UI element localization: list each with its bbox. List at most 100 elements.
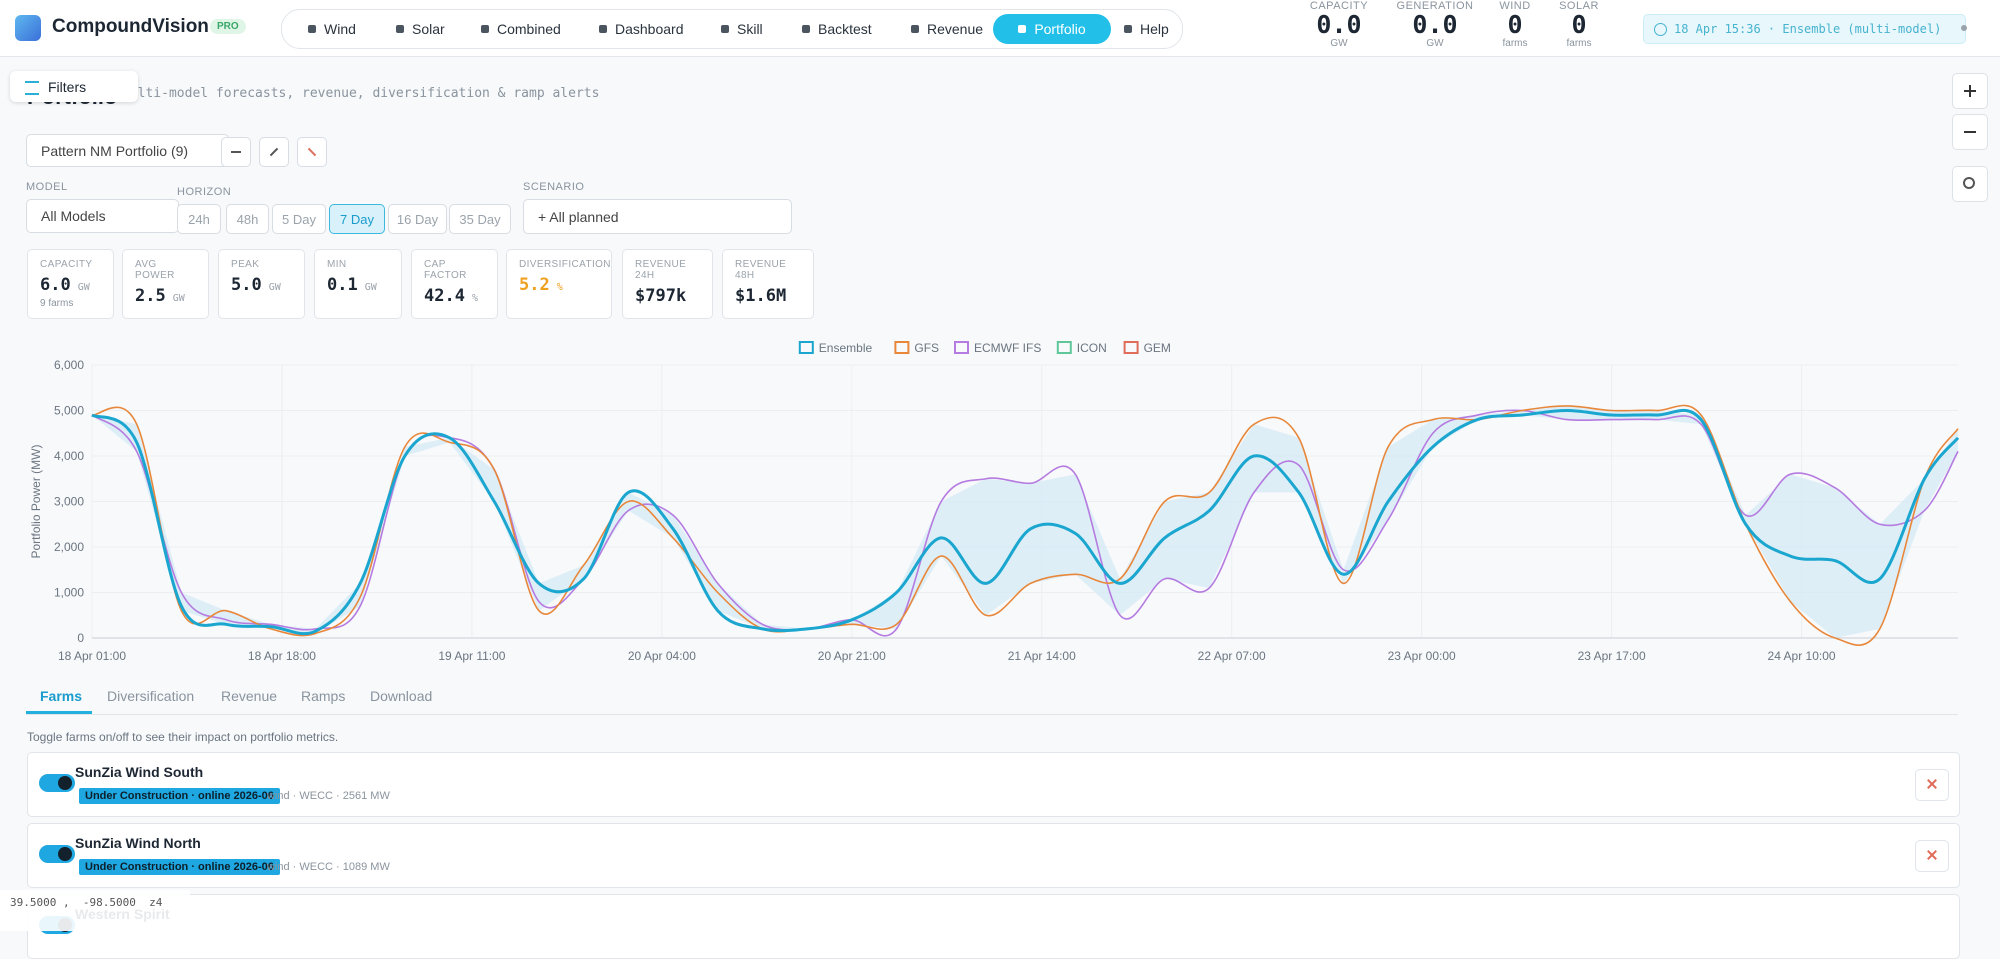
y-tick-label: 4,000 bbox=[54, 449, 84, 463]
kpi-value: 5.2% bbox=[519, 275, 599, 295]
kpi-label: AVG POWER bbox=[135, 259, 175, 281]
kpi-number: 5.2 bbox=[519, 275, 550, 295]
remove-farm[interactable] bbox=[1915, 769, 1949, 801]
kpi-number: 2.5 bbox=[135, 286, 166, 306]
nav-item[interactable]: Skill bbox=[715, 14, 769, 44]
kpi-value: 0.1 GW bbox=[327, 275, 389, 295]
top-bar: CompoundVision PRO Wind Solar Combined Dashbo… bbox=[0, 0, 2000, 57]
stat-label: WIND bbox=[1499, 0, 1531, 12]
horizon-label: HORIZON bbox=[177, 186, 232, 198]
legend-label: GEM bbox=[1144, 341, 1171, 355]
zoom-out[interactable] bbox=[1952, 114, 1988, 150]
subtitle: Multi-model forecasts, revenue, diversif… bbox=[122, 86, 600, 101]
horizon-button[interactable]: 16 Day bbox=[388, 204, 447, 234]
tab-divider bbox=[26, 714, 1958, 715]
logo bbox=[15, 15, 41, 41]
stat: GENERATION 0.0 GW bbox=[1375, 0, 1495, 56]
edit-button[interactable] bbox=[259, 137, 289, 167]
toggle-knob bbox=[58, 776, 72, 790]
spread-band bbox=[92, 405, 1958, 638]
chart: 0 1,000 2,000 3,000 4,000 5,000 6,000 18 Apr 01… bbox=[29, 341, 1960, 663]
nav: Wind Solar Combined Dashboard Skill Backtest R… bbox=[281, 9, 1183, 49]
portfolio-select[interactable]: Pattern NM Portfolio (9) bbox=[26, 134, 229, 167]
horizon-button[interactable]: 35 Day bbox=[449, 204, 511, 234]
kpi-unit: GW bbox=[172, 293, 185, 304]
edit-button-glyph bbox=[269, 147, 279, 157]
nav-item[interactable]: Dashboard bbox=[593, 14, 690, 44]
add-button[interactable] bbox=[221, 137, 251, 167]
badge: PRO bbox=[210, 19, 246, 34]
farm-meta: wind · WECC · 1089 MW bbox=[267, 861, 390, 873]
farm-card: Western Spirit bbox=[27, 894, 1960, 959]
remove-farm[interactable] bbox=[1915, 840, 1949, 872]
x-tick-label: 20 Apr 04:00 bbox=[628, 649, 696, 663]
farm-status: Under Construction · online 2026-06 bbox=[79, 859, 280, 875]
status-text: 18 Apr 15:36 · Ensemble (multi-model) bbox=[1674, 22, 1942, 36]
zoom-in[interactable] bbox=[1952, 73, 1988, 109]
y-tick-label: 5,000 bbox=[54, 404, 84, 418]
clock-icon bbox=[1654, 23, 1667, 36]
scenario-label: SCENARIO bbox=[523, 181, 585, 193]
horizon-button[interactable]: 48h bbox=[226, 204, 269, 234]
nav-icon bbox=[396, 25, 404, 33]
stat-unit: GW bbox=[1426, 38, 1444, 49]
kpi-unit: % bbox=[556, 282, 563, 293]
kpi-value: 6.0 GW bbox=[40, 275, 101, 295]
locate[interactable] bbox=[1952, 166, 1988, 202]
nav-icon bbox=[308, 25, 316, 33]
nav-icon bbox=[1018, 25, 1027, 33]
tab-hint: Toggle farms on/off to see their impact … bbox=[27, 730, 339, 744]
status-dot bbox=[1961, 25, 1967, 31]
nav-item[interactable]: Portfolio bbox=[993, 14, 1111, 44]
y-tick-label: 3,000 bbox=[54, 495, 84, 509]
legend-swatch bbox=[1056, 341, 1072, 354]
delete-button-glyph bbox=[307, 147, 317, 157]
stat-value: 0.0 bbox=[1412, 10, 1458, 39]
kpi-value: 5.0 GW bbox=[231, 275, 292, 295]
kpi-card: AVG POWER 2.5 GW bbox=[122, 249, 209, 319]
nav-icon bbox=[481, 25, 489, 33]
tab[interactable]: Revenue bbox=[221, 688, 278, 704]
nav-item[interactable]: Revenue bbox=[905, 14, 989, 44]
kpi-card: MIN 0.1 GW bbox=[314, 249, 402, 319]
kpi-unit: GW bbox=[268, 282, 281, 293]
stat-value: 0 bbox=[1507, 10, 1523, 39]
stat-label: GENERATION bbox=[1396, 0, 1474, 12]
nav-item[interactable]: Solar bbox=[390, 14, 451, 44]
legend-label: Ensemble bbox=[819, 341, 873, 355]
nav-item[interactable]: Backtest bbox=[796, 14, 878, 44]
legend-swatch bbox=[798, 341, 814, 354]
scenario-select[interactable]: + All planned bbox=[523, 199, 792, 234]
horizon-button[interactable]: 7 Day bbox=[329, 204, 385, 234]
kpi-value: $1.6M bbox=[735, 286, 801, 306]
nav-item[interactable]: Help bbox=[1118, 14, 1175, 44]
delete-button[interactable] bbox=[297, 137, 327, 167]
nav-icon bbox=[599, 25, 607, 33]
kpi-label: PEAK bbox=[231, 259, 260, 270]
stat-unit: farms bbox=[1566, 38, 1592, 49]
tab[interactable]: Farms bbox=[40, 688, 83, 704]
kpi-label: CAPACITY bbox=[40, 259, 93, 270]
kpi-number: 6.0 bbox=[40, 275, 71, 295]
series-line bbox=[91, 408, 1960, 636]
filters-button[interactable]: Filters bbox=[10, 71, 138, 102]
nav-item[interactable]: Wind bbox=[302, 14, 362, 44]
y-tick-label: 0 bbox=[77, 631, 84, 645]
farm-toggle[interactable] bbox=[39, 845, 75, 863]
nav-label: Skill bbox=[737, 21, 763, 37]
horizon-button[interactable]: 24h bbox=[177, 204, 221, 234]
stat-label: SOLAR bbox=[1559, 0, 1599, 12]
tab[interactable]: Ramps bbox=[301, 688, 346, 704]
nav-label: Wind bbox=[324, 21, 356, 37]
nav-item[interactable]: Combined bbox=[475, 14, 567, 44]
kpi-number: $1.6M bbox=[735, 286, 787, 306]
farm-toggle[interactable] bbox=[39, 774, 75, 792]
x-tick-label: 22 Apr 07:00 bbox=[1198, 649, 1266, 663]
x-tick-label: 24 Apr 10:00 bbox=[1768, 649, 1836, 663]
tab[interactable]: Diversification bbox=[107, 688, 195, 704]
kpi-number: 5.0 bbox=[231, 275, 262, 295]
model-select[interactable]: All Models bbox=[26, 199, 179, 233]
tab[interactable]: Download bbox=[370, 688, 433, 704]
kpi-card: REVENUE 48H $1.6M bbox=[722, 249, 814, 319]
horizon-button[interactable]: 5 Day bbox=[272, 204, 326, 234]
